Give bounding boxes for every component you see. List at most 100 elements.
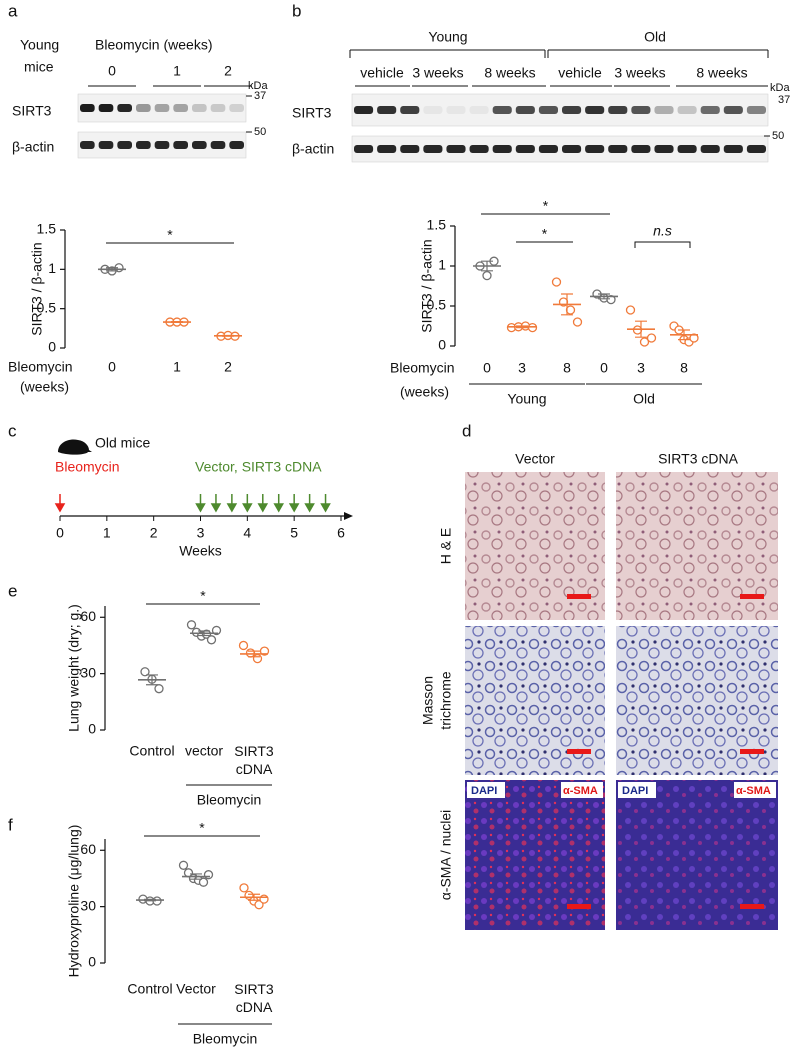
blot-band: [492, 106, 512, 114]
stain-label: α-SMA: [563, 785, 598, 797]
significance-label: *: [542, 226, 548, 242]
scale-bar: [567, 594, 591, 599]
y-tick-label: 1.5: [37, 221, 57, 237]
blot-band: [154, 104, 170, 112]
event-arrow: [304, 494, 315, 513]
blot-band: [469, 106, 489, 114]
error-bar: [248, 893, 260, 901]
lane-label: 0: [108, 63, 116, 79]
y-tick-label: 60: [80, 841, 96, 857]
blot-band: [746, 145, 766, 153]
blot-band: [654, 106, 674, 114]
blot-band: [631, 106, 651, 114]
blot-band: [446, 145, 466, 153]
blot-band: [423, 106, 443, 114]
significance-label: n.s: [653, 223, 672, 239]
blot-band: [377, 106, 397, 114]
significance-bracket: [634, 241, 691, 248]
scale-bar: [740, 904, 764, 909]
error-bar: [198, 630, 210, 637]
x-tick-label: Vector: [176, 981, 216, 997]
panel-letter: f: [8, 815, 13, 834]
blot-band: [354, 106, 374, 114]
group-label: Old: [644, 29, 666, 45]
stain-label: α-SMA: [736, 785, 771, 797]
data-point: [206, 635, 217, 645]
column-label: Vector: [515, 451, 555, 467]
axis-arrow: [344, 512, 353, 520]
blot-band: [700, 106, 720, 114]
y-tick-label: 60: [80, 608, 96, 624]
x-axis-label: Bleomycin: [8, 359, 73, 375]
blot-band: [562, 106, 582, 114]
blot-band: [154, 141, 170, 149]
blot-row-label: SIRT3: [12, 103, 52, 119]
y-tick-label: 30: [80, 897, 96, 913]
blot-band: [117, 141, 132, 149]
significance-label: *: [200, 588, 206, 604]
data-point: [211, 625, 222, 636]
column-label: SIRT3 cDNA: [658, 451, 739, 467]
blot-band: [210, 141, 226, 149]
x-tick-label: 3: [197, 525, 205, 541]
x-tick-label: 2: [150, 525, 158, 541]
data-point: [238, 640, 249, 651]
x-tick-label: 6: [337, 525, 345, 541]
error-bar: [248, 650, 260, 658]
blot: [351, 93, 769, 127]
data-point: [259, 646, 270, 656]
x-axis-label: (weeks): [20, 379, 69, 395]
data-point: [646, 333, 657, 343]
data-point: [178, 860, 189, 870]
y-tick-label: 0.5: [427, 297, 447, 313]
scale-bar: [740, 749, 764, 754]
x-tick-label: 4: [243, 525, 251, 541]
blot-band: [585, 145, 605, 153]
y-axis-label: SIRT3 / β-actin: [29, 242, 45, 335]
blot-band: [631, 145, 651, 153]
data-point: [239, 883, 249, 893]
x-tick-label: 8: [563, 360, 571, 376]
row-label: H & E: [438, 528, 454, 565]
subject-label: Old mice: [95, 435, 150, 451]
blot-row-label: β-actin: [292, 141, 334, 157]
y-tick-label: 0: [438, 337, 446, 353]
y-axis-label: Hydroxyproline (μg/lung): [66, 825, 82, 978]
y-tick-label: 0: [88, 721, 96, 737]
x-tick-label: 0: [108, 359, 116, 375]
event-arrow: [273, 494, 285, 513]
row-label: Masson: [420, 676, 436, 725]
event-arrow: [195, 494, 206, 513]
blot-band: [136, 104, 151, 112]
marker: 50: [254, 126, 266, 138]
lane-label: 2: [224, 63, 232, 79]
blot-band: [492, 145, 512, 153]
significance-label: *: [167, 227, 173, 243]
kda: kDa: [248, 80, 268, 92]
scale-bar: [567, 749, 591, 754]
x-tick-label: 3: [518, 360, 526, 376]
row-label: trichrome: [438, 671, 454, 730]
blot-band: [677, 145, 697, 153]
blot-band: [746, 106, 766, 114]
stain-label: DAPI: [471, 785, 497, 797]
blot-band: [117, 104, 132, 112]
blot-band: [677, 106, 697, 114]
stain-box: [467, 782, 505, 798]
x-tick-label: 3: [637, 360, 645, 376]
panel-letter: c: [8, 421, 17, 440]
data-point: [186, 620, 197, 630]
x-tick-label: 1: [103, 525, 111, 541]
y-axis-label: SIRT3 / β-actin: [419, 239, 435, 332]
significance-label: *: [543, 198, 549, 214]
lane-label: 3 weeks: [412, 65, 463, 81]
blot: [351, 135, 769, 163]
stain-box: [618, 782, 656, 798]
event-arrow: [257, 494, 269, 513]
y-tick-label: 30: [80, 664, 96, 680]
x-tick-label: 2: [224, 359, 232, 375]
blot-band: [538, 145, 558, 153]
marker: 50: [772, 130, 784, 142]
mouse-icon: [58, 439, 92, 455]
marker: 37: [778, 94, 790, 106]
